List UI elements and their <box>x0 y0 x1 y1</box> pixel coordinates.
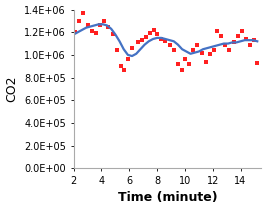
Y-axis label: CO2: CO2 <box>6 76 18 102</box>
X-axis label: Time (minute): Time (minute) <box>118 192 217 205</box>
